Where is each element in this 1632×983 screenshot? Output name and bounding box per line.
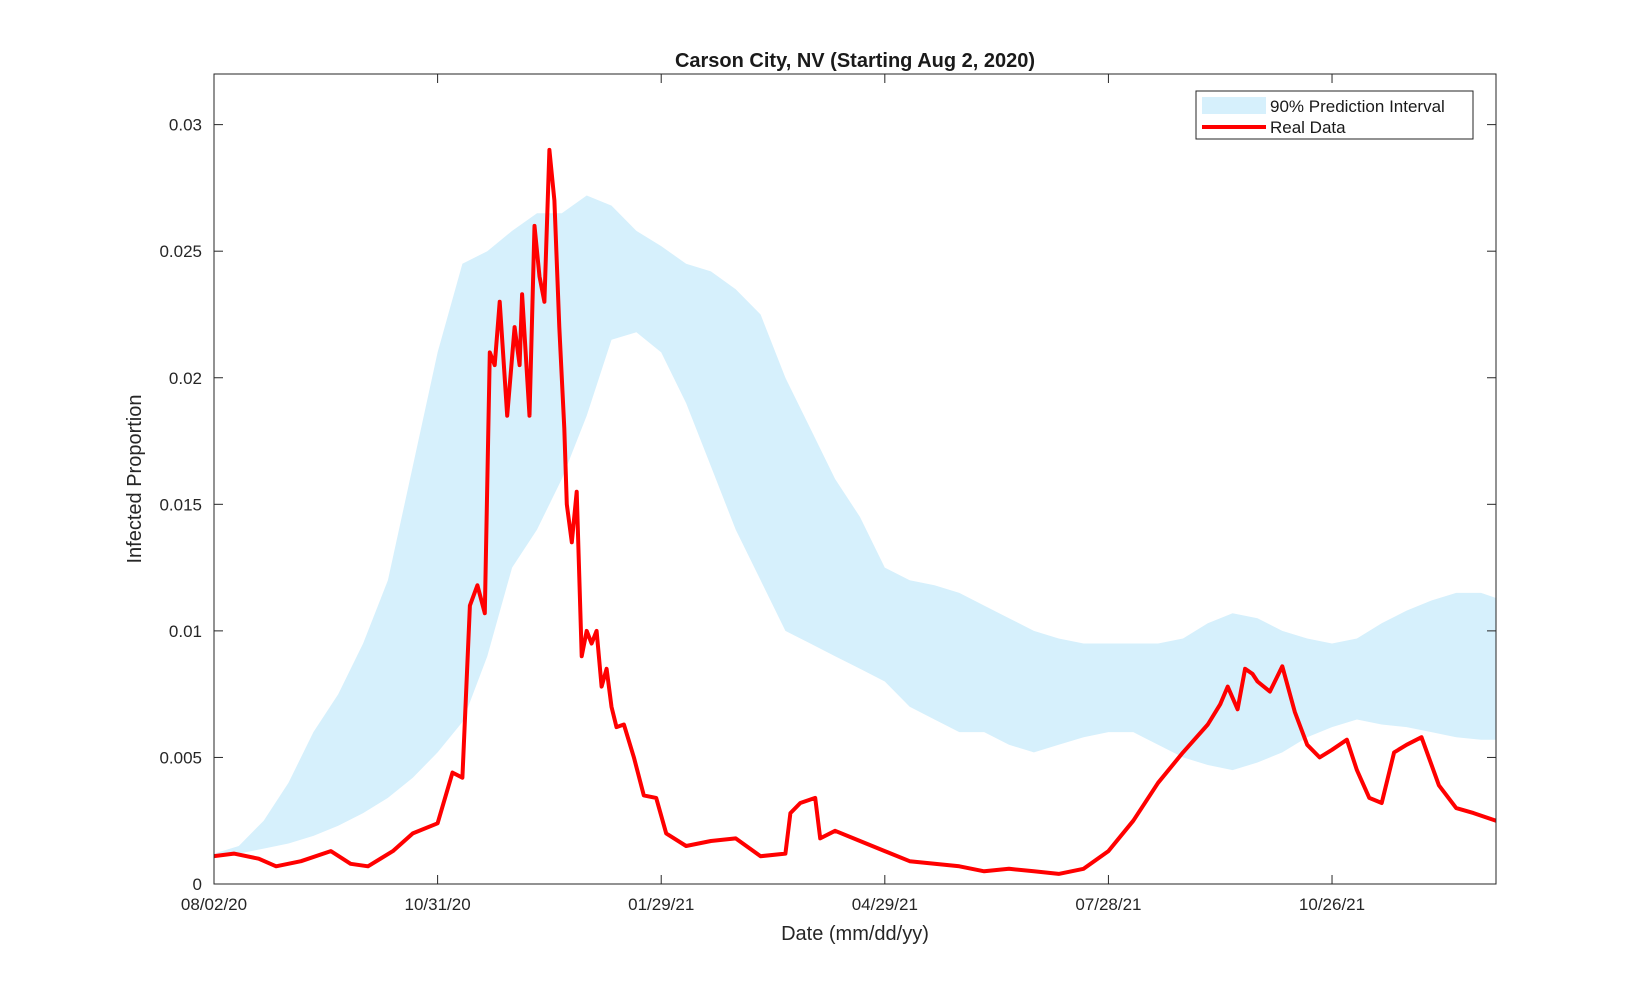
y-tick-labels: 0 0.005 0.01 0.015 0.02 0.025 0.03: [159, 116, 202, 894]
x-tick-label: 04/29/21: [852, 895, 918, 914]
x-axis-title: Date (mm/dd/yy): [781, 923, 929, 945]
x-tick-label: 01/29/21: [628, 895, 694, 914]
prediction-band-layer: [214, 195, 1496, 854]
y-tick-label: 0.03: [169, 116, 202, 135]
real-data-layer: [214, 147, 1496, 876]
x-tick-labels: 08/02/20 10/31/20 01/29/21 04/29/21 07/28/21…: [181, 895, 1365, 914]
x-tick-label: 07/28/21: [1075, 895, 1141, 914]
y-tick-label: 0.025: [159, 242, 202, 261]
plot-data-layer: [214, 147, 1496, 876]
legend-swatch-prediction-interval: [1202, 97, 1266, 114]
x-tick-label: 08/02/20: [181, 895, 247, 914]
x-tick-label: 10/26/21: [1299, 895, 1365, 914]
y-tick-label: 0: [193, 875, 202, 894]
y-axis-title: Infected Proportion: [124, 395, 146, 564]
real-data-line: [214, 147, 1496, 876]
prediction-interval-band: [214, 195, 1496, 854]
y-tick-label: 0.015: [159, 495, 202, 514]
chart-title: Carson City, NV (Starting Aug 2, 2020): [675, 50, 1035, 72]
y-tick-label: 0.005: [159, 748, 202, 767]
plot-area-border: [213, 73, 1497, 885]
legend-label-real-data: Real Data: [1270, 118, 1346, 137]
axis-ticks: [213, 74, 1496, 885]
y-tick-label: 0.01: [169, 622, 202, 641]
x-tick-label: 10/31/20: [405, 895, 471, 914]
y-tick-label: 0.02: [169, 369, 202, 388]
legend-label-prediction-interval: 90% Prediction Interval: [1270, 97, 1445, 116]
legend: 90% Prediction Interval Real Data: [1195, 90, 1474, 140]
